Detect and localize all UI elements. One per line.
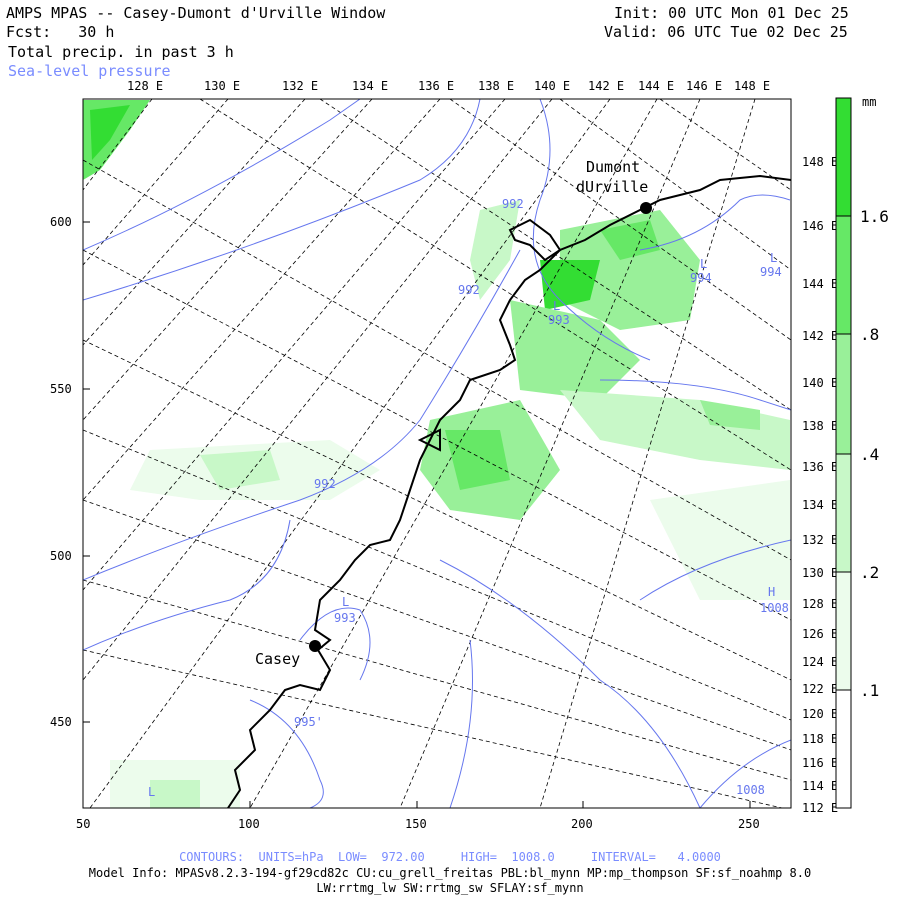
pressure-label: L (700, 257, 707, 271)
model-info-2: LW:rrtmg_lw SW:rrtmg_sw SFLAY:sf_mynn (316, 881, 584, 895)
lon-label: 130 E (204, 79, 240, 93)
colorbar-level: 1.6 (860, 207, 889, 226)
station-durville-label: dUrville (576, 178, 648, 196)
colorbar: mm 1.6 .8 .4 .2 .1 (835, 95, 889, 809)
map-frame (82, 98, 792, 809)
y-tick-label: 600 (50, 215, 72, 229)
lon-label: 120 E (802, 707, 838, 721)
pressure-label: L (148, 785, 155, 799)
pressure-label: H (768, 585, 775, 599)
lon-label: 134 E (352, 79, 388, 93)
pressure-contours (83, 99, 791, 808)
valid-time: Valid: 06 UTC Tue 02 Dec 25 (604, 23, 848, 41)
station-casey-label: Casey (255, 650, 300, 668)
pressure-label: 993 (334, 611, 356, 625)
lon-label: 144 E (638, 79, 674, 93)
lon-label: 136 E (802, 460, 838, 474)
lon-label: 132 E (282, 79, 318, 93)
init-time: Init: 00 UTC Mon 01 Dec 25 (614, 4, 849, 22)
pressure-label: 992 (502, 197, 524, 211)
lon-label: 118 E (802, 732, 838, 746)
station-dumont-label: Dumont (586, 158, 640, 176)
x-axis: 50 100 150 200 250 (76, 801, 760, 831)
lon-label: 140 E (534, 79, 570, 93)
pressure-label: 993 (548, 313, 570, 327)
lon-label: 144 E (802, 277, 838, 291)
model-info: Model Info: MPASv8.2.3-194-gf29cd82c CU:… (88, 866, 812, 880)
lon-label: 142 E (802, 329, 838, 343)
contour-info: CONTOURS: UNITS=hPa LOW= 972.00 HIGH= 10… (179, 850, 721, 864)
lon-label: 112 E (802, 801, 838, 815)
colorbar-level: .1 (860, 681, 879, 700)
pressure-label: 1008 (760, 601, 789, 615)
pressure-label: L (342, 595, 349, 609)
station-dumont-durville[interactable]: Dumont dUrville (576, 158, 652, 214)
lon-label: 128 E (802, 597, 838, 611)
lon-label: 114 E (802, 779, 838, 793)
lon-label: 128 E (127, 79, 163, 93)
lon-label: 116 E (802, 756, 838, 770)
pressure-labels: 992 992 992 L 993 L 994 L 994 L 993 H 10… (148, 197, 789, 799)
pressure-label: 994 (690, 271, 712, 285)
colorbar-level: .2 (860, 563, 879, 582)
overlay-name: Sea-level pressure (8, 62, 171, 80)
x-tick-label: 150 (405, 817, 427, 831)
x-tick-label: 250 (738, 817, 760, 831)
field-name: Total precip. in past 3 h (8, 43, 234, 61)
pressure-label: 995' (294, 715, 323, 729)
pressure-label: 992 (458, 283, 480, 297)
lon-label: 122 E (802, 682, 838, 696)
pressure-label: 992 (314, 477, 336, 491)
lon-label: 136 E (418, 79, 454, 93)
lon-label: 130 E (802, 566, 838, 580)
y-tick-label: 550 (50, 382, 72, 396)
lon-label: 132 E (802, 533, 838, 547)
precip-shading (83, 100, 790, 808)
lon-label: 146 E (802, 219, 838, 233)
lon-label: 148 E (734, 79, 770, 93)
lon-label: 124 E (802, 655, 838, 669)
y-tick-label: 450 (50, 715, 72, 729)
lon-label: 142 E (588, 79, 624, 93)
lon-label: 140 E (802, 376, 838, 390)
coastline (227, 174, 791, 808)
lon-labels-right: 148 E 146 E 144 E 142 E 140 E 138 E 136 … (802, 155, 838, 815)
x-tick-label: 50 (76, 817, 90, 831)
colorbar-unit: mm (862, 95, 876, 109)
lon-labels-top: 128 E 130 E 132 E 134 E 136 E 138 E 140 … (127, 79, 770, 93)
forecast-hour: Fcst: 30 h (6, 23, 115, 41)
colorbar-level: .4 (860, 445, 879, 464)
pressure-label: L (770, 251, 777, 265)
lon-label: 146 E (686, 79, 722, 93)
y-axis: 600 550 500 450 (50, 215, 90, 729)
pressure-label: 1008 (736, 783, 765, 797)
pressure-label: 994 (760, 265, 782, 279)
station-casey[interactable]: Casey (255, 640, 321, 668)
lon-label: 138 E (478, 79, 514, 93)
x-tick-label: 200 (571, 817, 593, 831)
pressure-label: L (553, 299, 560, 313)
lon-label: 148 E (802, 155, 838, 169)
colorbar-level: .8 (860, 325, 879, 344)
x-tick-label: 100 (238, 817, 260, 831)
map-title: AMPS MPAS -- Casey-Dumont d'Urville Wind… (6, 4, 386, 22)
lon-label: 126 E (802, 627, 838, 641)
lon-label: 134 E (802, 498, 838, 512)
y-tick-label: 500 (50, 549, 72, 563)
lon-label: 138 E (802, 419, 838, 433)
